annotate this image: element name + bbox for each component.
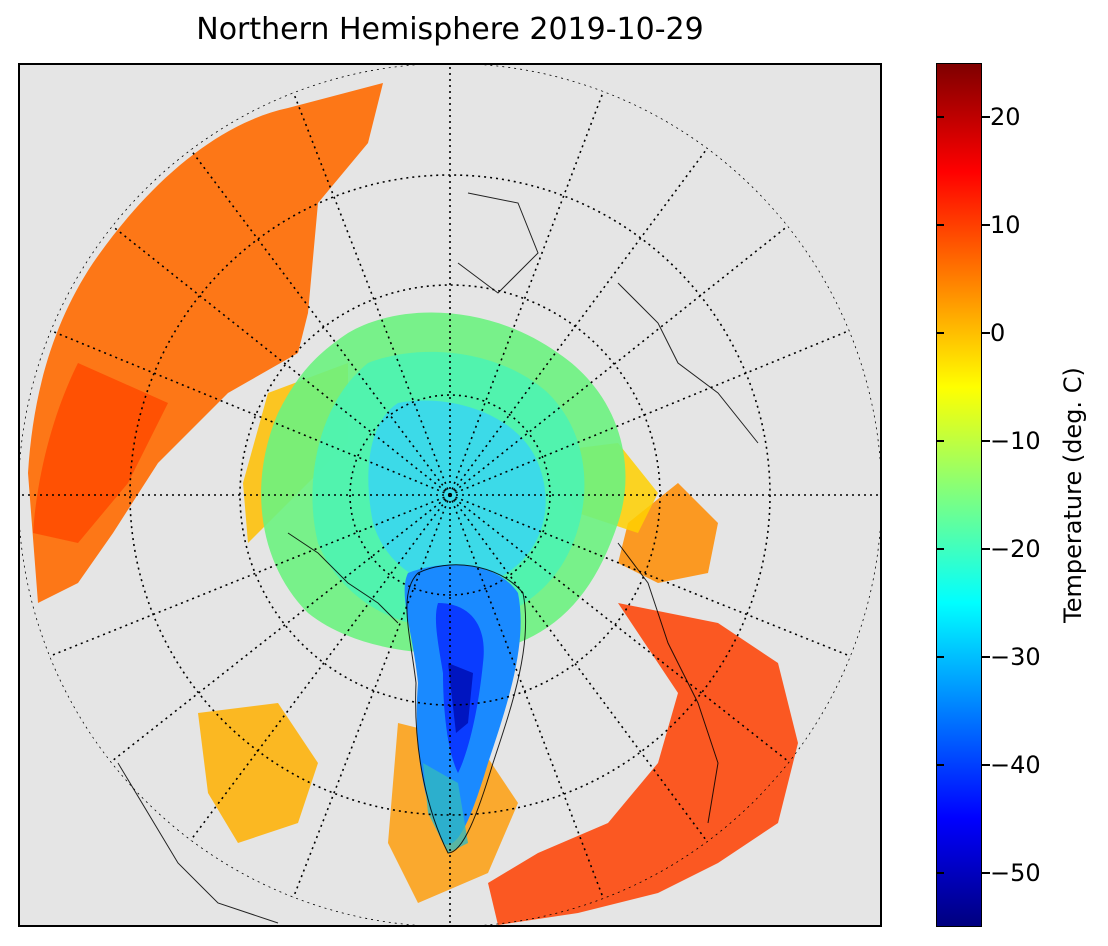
colorbar-tick-mark-left <box>936 224 944 226</box>
temperature-colorbar <box>936 63 982 927</box>
colorbar-tick-mark <box>982 116 990 118</box>
temperature-field-greenland <box>404 564 521 853</box>
coastlines <box>117 192 759 924</box>
colorbar-tick-mark-left <box>936 764 944 766</box>
colorbar-tick-mark-left <box>936 440 944 442</box>
colorbar-tick-mark <box>982 548 990 550</box>
colorbar-label: Temperature (deg. C) <box>1059 367 1087 623</box>
colorbar-tick-mark <box>982 656 990 658</box>
graticule <box>18 63 882 927</box>
colorbar-tick-label: 10 <box>990 211 1021 239</box>
colorbar-tick-label: −20 <box>990 535 1041 563</box>
colorbar-tick-mark <box>982 440 990 442</box>
colorbar-tick-mark-left <box>936 332 944 334</box>
colorbar-tick-mark <box>982 332 990 334</box>
colorbar-tick-label: −50 <box>990 859 1041 887</box>
colorbar-tick-label: 0 <box>990 319 1006 347</box>
colorbar-tick-label: 20 <box>990 103 1021 131</box>
colorbar-tick-mark <box>982 764 990 766</box>
colorbar-tick-label: −40 <box>990 751 1041 779</box>
colorbar-tick-label: −30 <box>990 643 1041 671</box>
colorbar-tick-label: −10 <box>990 427 1041 455</box>
temperature-field-arctic <box>261 312 626 653</box>
colorbar-tick-mark-left <box>936 872 944 874</box>
colorbar-tick-mark <box>982 224 990 226</box>
map-title: Northern Hemisphere 2019-10-29 <box>196 12 704 47</box>
colorbar-tick-mark <box>982 872 990 874</box>
colorbar-tick-mark-left <box>936 656 944 658</box>
polar-temperature-map[interactable] <box>18 63 882 927</box>
map-border <box>18 63 882 927</box>
colorbar-tick-mark-left <box>936 548 944 550</box>
colorbar-tick-mark-left <box>936 116 944 118</box>
